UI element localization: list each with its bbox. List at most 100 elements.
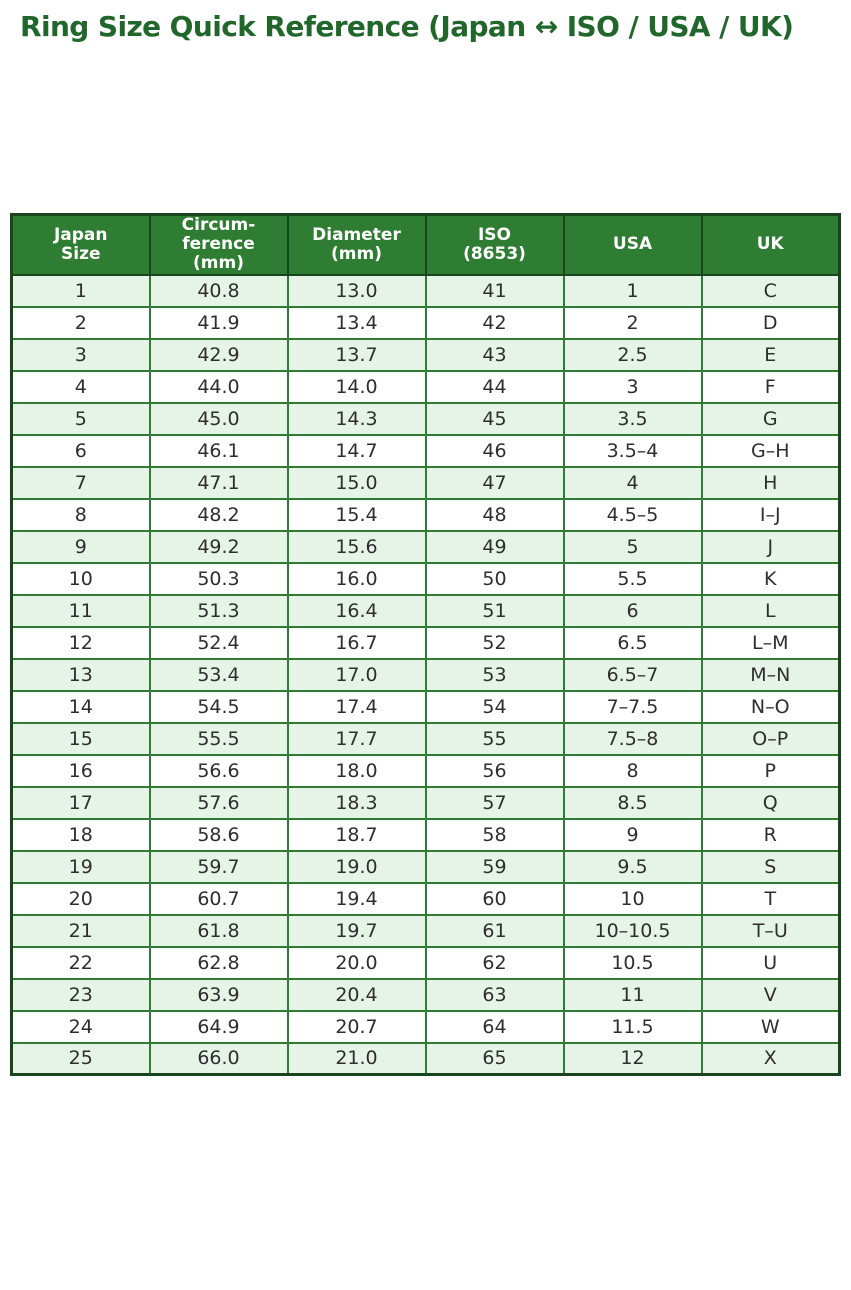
cell: 24 [10, 1009, 151, 1044]
cell: 3 [562, 369, 703, 404]
cell: 4 [562, 465, 703, 500]
cell: 44.0 [148, 369, 289, 404]
cell: 59 [424, 849, 565, 884]
cell: 13.4 [286, 305, 427, 340]
cell: 52.4 [148, 625, 289, 660]
cell: 57 [424, 785, 565, 820]
cell: 47 [424, 465, 565, 500]
table-row: 23 63.9 20.4 63 11 V [10, 977, 841, 1012]
cell: X [700, 1041, 841, 1076]
cell: 17.7 [286, 721, 427, 756]
cell: 3 [10, 337, 151, 372]
cell: 59.7 [148, 849, 289, 884]
cell: 53 [424, 657, 565, 692]
cell: 6 [562, 593, 703, 628]
cell: 13.0 [286, 273, 427, 308]
cell: F [700, 369, 841, 404]
cell: 7–7.5 [562, 689, 703, 724]
cell: 55 [424, 721, 565, 756]
cell: 20.0 [286, 945, 427, 980]
cell: 44 [424, 369, 565, 404]
table-row: 19 59.7 19.0 59 9.5 S [10, 849, 841, 884]
table-row: 7 47.1 15.0 47 4 H [10, 465, 841, 500]
cell: 14.0 [286, 369, 427, 404]
cell: 60.7 [148, 881, 289, 916]
cell: 58 [424, 817, 565, 852]
cell: 51.3 [148, 593, 289, 628]
cell: 42 [424, 305, 565, 340]
cell: 10 [562, 881, 703, 916]
table-row: 4 44.0 14.0 44 3 F [10, 369, 841, 404]
cell: 48.2 [148, 497, 289, 532]
cell: 41.9 [148, 305, 289, 340]
cell: 41 [424, 273, 565, 308]
table-row: 3 42.9 13.7 43 2.5 E [10, 337, 841, 372]
cell: 17 [10, 785, 151, 820]
cell: W [700, 1009, 841, 1044]
cell: 3.5 [562, 401, 703, 436]
cell: T–U [700, 913, 841, 948]
column-header: USA [562, 213, 703, 276]
cell: 52 [424, 625, 565, 660]
table-row: 18 58.6 18.7 58 9 R [10, 817, 841, 852]
cell: 51 [424, 593, 565, 628]
cell: 64 [424, 1009, 565, 1044]
cell: 63 [424, 977, 565, 1012]
cell: 2 [10, 305, 151, 340]
cell: 50 [424, 561, 565, 596]
table-row: 15 55.5 17.7 55 7.5–8 O–P [10, 721, 841, 756]
cell: 42.9 [148, 337, 289, 372]
cell: 61 [424, 913, 565, 948]
table-row: 24 64.9 20.7 64 11.5 W [10, 1009, 841, 1044]
cell: 15 [10, 721, 151, 756]
column-header: Diameter (mm) [286, 213, 427, 276]
cell: 3.5–4 [562, 433, 703, 468]
cell: 19.4 [286, 881, 427, 916]
cell: 16.4 [286, 593, 427, 628]
cell: 2 [562, 305, 703, 340]
cell: 58.6 [148, 817, 289, 852]
cell: 20.7 [286, 1009, 427, 1044]
cell: P [700, 753, 841, 788]
cell: 9 [562, 817, 703, 852]
cell: 43 [424, 337, 565, 372]
cell: 19.7 [286, 913, 427, 948]
table-row: 6 46.1 14.7 46 3.5–4 G–H [10, 433, 841, 468]
cell: 63.9 [148, 977, 289, 1012]
cell: M–N [700, 657, 841, 692]
cell: E [700, 337, 841, 372]
cell: 4.5–5 [562, 497, 703, 532]
cell: 14 [10, 689, 151, 724]
cell: 15.0 [286, 465, 427, 500]
cell: 15.4 [286, 497, 427, 532]
cell: 4 [10, 369, 151, 404]
table-row: 9 49.2 15.6 49 5 J [10, 529, 841, 564]
cell: 61.8 [148, 913, 289, 948]
cell: 19.0 [286, 849, 427, 884]
table-row: 13 53.4 17.0 53 6.5–7 M–N [10, 657, 841, 692]
table-row: 17 57.6 18.3 57 8.5 Q [10, 785, 841, 820]
cell: U [700, 945, 841, 980]
cell: 18.3 [286, 785, 427, 820]
cell: 14.7 [286, 433, 427, 468]
cell: 17.4 [286, 689, 427, 724]
cell: 20.4 [286, 977, 427, 1012]
cell: 64.9 [148, 1009, 289, 1044]
cell: 9 [10, 529, 151, 564]
table-row: 11 51.3 16.4 51 6 L [10, 593, 841, 628]
cell: L–M [700, 625, 841, 660]
cell: G–H [700, 433, 841, 468]
cell: 55.5 [148, 721, 289, 756]
cell: R [700, 817, 841, 852]
table-row: 10 50.3 16.0 50 5.5 K [10, 561, 841, 596]
cell: 5.5 [562, 561, 703, 596]
table-row: 12 52.4 16.7 52 6.5 L–M [10, 625, 841, 660]
cell: 5 [562, 529, 703, 564]
table-row: 25 66.0 21.0 65 12 X [10, 1041, 841, 1076]
table-row: 22 62.8 20.0 62 10.5 U [10, 945, 841, 980]
cell: 21 [10, 913, 151, 948]
cell: 62.8 [148, 945, 289, 980]
cell: N–O [700, 689, 841, 724]
cell: 6.5–7 [562, 657, 703, 692]
cell: Q [700, 785, 841, 820]
